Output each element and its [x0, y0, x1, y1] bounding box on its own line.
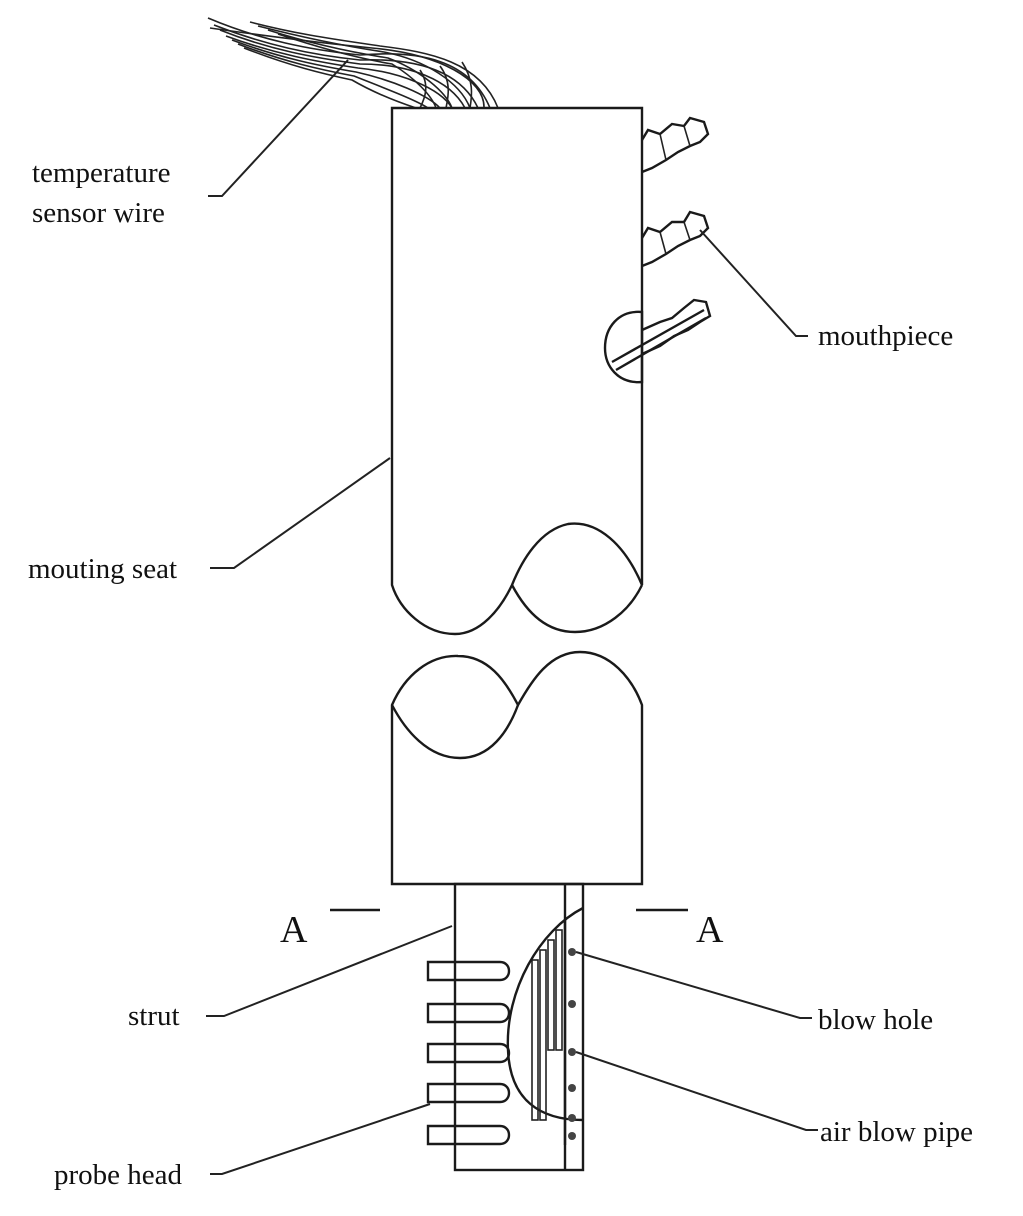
- section-label-right: A: [696, 909, 724, 951]
- label-strut: strut: [128, 1000, 180, 1032]
- label-temperature-sensor-wire-line1: temperature: [32, 157, 170, 189]
- leader-air-blow-pipe: [575, 1051, 818, 1131]
- section-mark-right: A: [636, 908, 724, 951]
- section-label-left: A: [280, 909, 308, 951]
- label-temperature-sensor-wire-line2: sensor wire: [32, 197, 165, 229]
- temperature-sensor-wires: [207, 17, 499, 109]
- lower-body: [390, 650, 644, 886]
- leader-temperature-sensor-wire: [208, 59, 349, 197]
- leader-strut: [206, 925, 453, 1017]
- leader-mouthpiece: [699, 229, 808, 337]
- blow-holes: [568, 948, 576, 1140]
- label-mounting-seat: mouting seat: [28, 553, 177, 585]
- mouthpiece-top: [640, 116, 710, 174]
- mounting-seat-body: [390, 106, 644, 636]
- label-air-blow-pipe: air blow pipe: [820, 1116, 973, 1148]
- leader-blow-hole: [575, 951, 812, 1019]
- label-blow-hole: blow hole: [818, 1004, 933, 1036]
- probe-heads: [426, 960, 511, 1146]
- label-probe-head: probe head: [54, 1159, 183, 1191]
- mouthpiece-middle: [640, 210, 710, 268]
- mouthpiece-section: [603, 298, 712, 384]
- section-mark-left: A: [280, 908, 380, 951]
- leader-mounting-seat: [210, 457, 391, 569]
- label-mouthpiece: mouthpiece: [818, 320, 953, 352]
- leader-lines: [206, 59, 818, 1175]
- leader-probe-head: [210, 1103, 431, 1175]
- cutaway-section: [506, 906, 584, 1145]
